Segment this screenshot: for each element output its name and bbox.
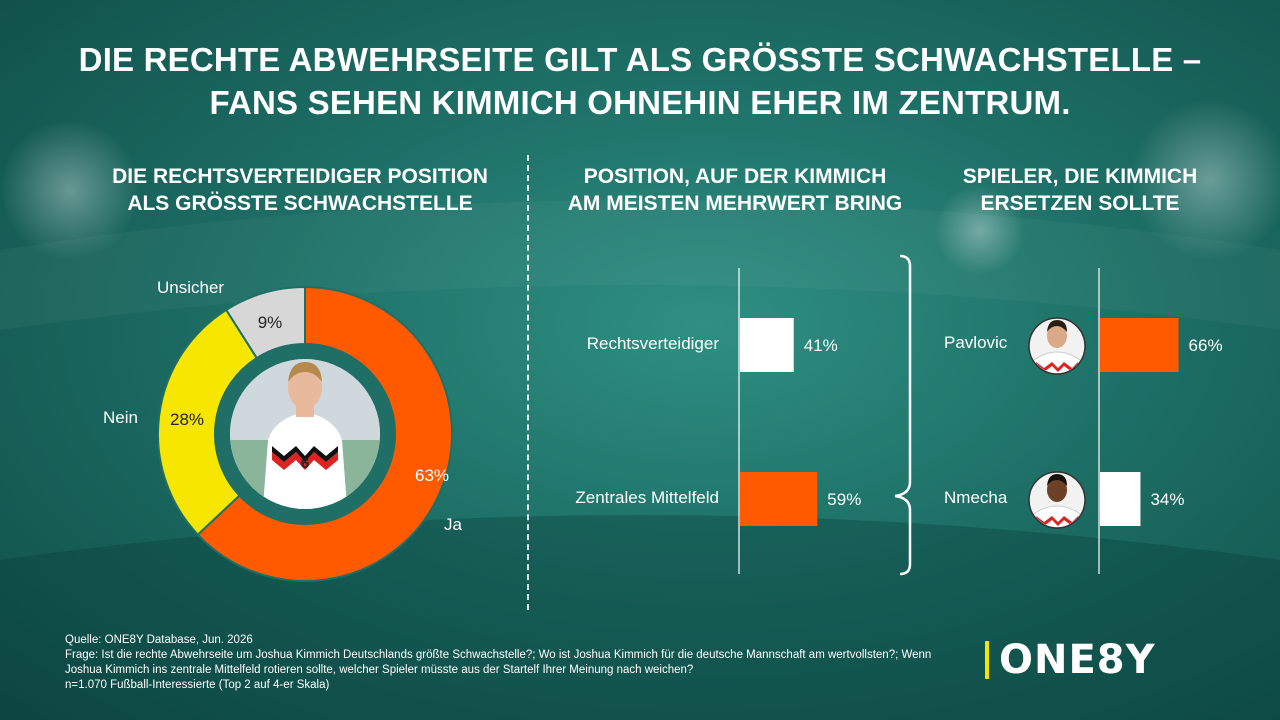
players-value-nmecha: 34%	[1150, 490, 1184, 509]
slice-value-unsicher: 9%	[258, 313, 283, 332]
players-bar-nmecha	[1100, 472, 1141, 526]
footer-sample: n=1.070 Fußball-Interessierte (Top 2 auf…	[65, 679, 330, 691]
position-value-zentrales-mittelfeld: 59%	[827, 490, 861, 509]
donut-title-line-1: DIE RECHTSVERTEIDIGER POSITION	[112, 165, 488, 188]
position-bar-zentrales-mittelfeld	[740, 472, 818, 526]
players-bar-chart: 66% 34%	[1100, 318, 1223, 526]
one8y-logo: ONE8Y	[985, 637, 1156, 683]
footer-source: Quelle: ONE8Y Database, Jun. 2026	[65, 634, 253, 646]
players-value-pavlovic: 66%	[1189, 336, 1223, 355]
players-title-line-1: SPIELER, DIE KIMMICH	[962, 165, 1198, 188]
category-label-nmecha: Nmecha	[944, 488, 1008, 507]
slice-value-ja: 63%	[415, 466, 449, 485]
footer-notes: Quelle: ONE8Y Database, Jun. 2026 Frage:…	[65, 633, 945, 693]
headline-line-1: DIE RECHTE ABWEHRSEITE GILT ALS GRÖSSTE …	[78, 41, 1202, 78]
players-bar-pavlovic	[1100, 318, 1179, 372]
position-value-rechtsverteidiger: 41%	[804, 336, 838, 355]
position-section-title: POSITION, AUF DER KIMMICH AM MEISTEN MEH…	[535, 163, 935, 217]
donut-section-title: DIE RECHTSVERTEIDIGER POSITION ALS GRÖSS…	[90, 163, 510, 217]
headline-line-2: FANS SEHEN KIMMICH OHNEHIN EHER IM ZENTR…	[209, 84, 1071, 121]
position-bar-chart: 41% 59%	[740, 318, 861, 526]
svg-text:6: 6	[301, 455, 309, 472]
slice-label-nein: Nein	[103, 408, 138, 427]
logo-text: ONE8Y	[999, 637, 1156, 683]
player-avatar-pavlovic	[1028, 317, 1086, 375]
position-title-line-2: AM MEISTEN MEHRWERT BRING	[567, 192, 903, 215]
donut-title-line-2: ALS GRÖSSTE SCHWACHSTELLE	[127, 192, 473, 215]
category-label-zentrales-mittelfeld: Zentrales Mittelfeld	[575, 488, 719, 507]
logo-accent-bar	[985, 641, 989, 679]
players-section-title: SPIELER, DIE KIMMICH ERSETZEN SOLLTE	[935, 163, 1225, 217]
section-divider	[527, 155, 529, 610]
position-bar-rechtsverteidiger	[740, 318, 794, 372]
slice-label-unsicher: Unsicher	[157, 278, 224, 297]
category-label-rechtsverteidiger: Rechtsverteidiger	[587, 334, 720, 353]
player-avatar-nmecha	[1028, 471, 1086, 529]
category-label-pavlovic: Pavlovic	[944, 333, 1008, 352]
slice-label-ja: Ja	[444, 515, 463, 534]
footer-question: Frage: Ist die rechte Abwehrseite um Jos…	[65, 649, 932, 676]
players-title-line-2: ERSETZEN SOLLTE	[980, 192, 1180, 215]
slice-value-nein: 28%	[170, 410, 204, 429]
position-title-line-1: POSITION, AUF DER KIMMICH	[583, 165, 887, 188]
bracket-connector	[894, 254, 912, 576]
headline: DIE RECHTE ABWEHRSEITE GILT ALS GRÖSSTE …	[40, 38, 1240, 124]
